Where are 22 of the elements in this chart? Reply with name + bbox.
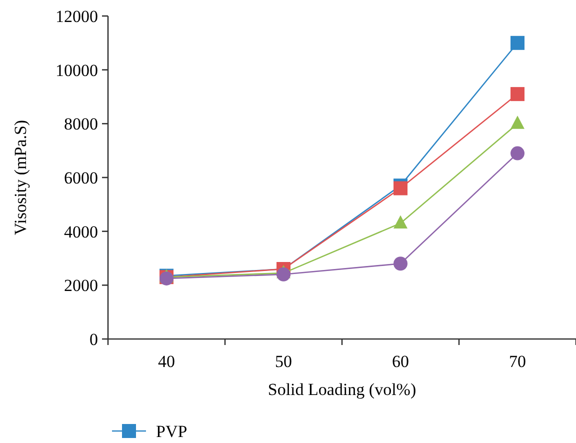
y-tick-label: 8000 — [64, 114, 98, 134]
point — [510, 87, 524, 102]
x-tick-label: 70 — [509, 352, 526, 371]
x-axis-title: Solid Loading (vol%) — [268, 380, 416, 399]
point — [510, 146, 524, 160]
y-tick-label: 6000 — [64, 168, 98, 188]
point — [394, 215, 408, 229]
y-tick-label: 10000 — [56, 60, 98, 80]
y-axis-title: Visosity (mPa.S) — [11, 120, 30, 236]
x-tick-label: 50 — [275, 352, 292, 371]
x-tick-label: 60 — [392, 352, 409, 371]
point — [394, 181, 408, 196]
point — [510, 36, 524, 50]
x-tick-label: 40 — [158, 352, 175, 371]
y-tick-label: 4000 — [64, 222, 98, 242]
point — [510, 116, 524, 129]
legend-label: PVP — [156, 422, 188, 441]
y-tick-label: 12000 — [56, 6, 98, 26]
y-tick-label: 0 — [90, 330, 98, 349]
point — [394, 256, 408, 271]
point — [276, 267, 290, 282]
y-tick-label: 2000 — [64, 276, 98, 296]
